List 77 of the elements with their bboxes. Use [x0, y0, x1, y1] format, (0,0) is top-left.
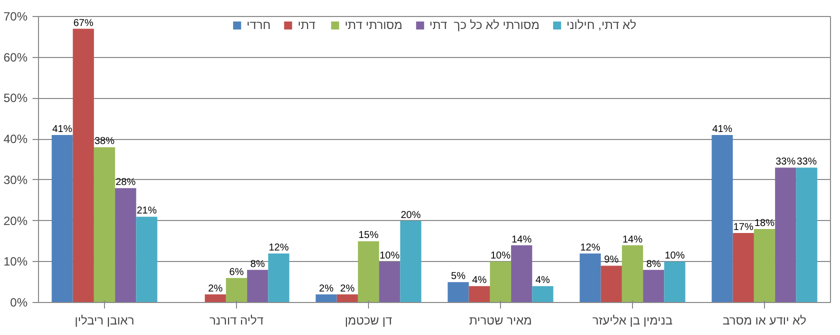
bar [664, 262, 686, 302]
data-label: 28% [116, 177, 136, 188]
x-tick-label: בנימין בן אליעזר [592, 314, 673, 328]
data-label: 2% [319, 283, 334, 294]
data-label: 21% [136, 206, 157, 217]
bar [379, 262, 400, 302]
y-tick-label: 20% [3, 214, 28, 228]
data-label: 6% [229, 266, 244, 278]
y-tick-label: 60% [3, 50, 28, 64]
data-label: 14% [512, 234, 532, 246]
bar [226, 278, 248, 302]
x-tick-label: דליה דורנר [209, 314, 264, 328]
y-tick-label: 30% [3, 172, 28, 187]
bar [796, 168, 818, 302]
bar [712, 134, 733, 302]
x-tick-label: דן שכטמן [344, 314, 393, 328]
data-label: 67% [73, 18, 94, 29]
bar [754, 228, 776, 302]
data-label: 12% [580, 242, 600, 254]
bar [622, 245, 644, 302]
data-label: 14% [622, 234, 643, 246]
data-label: 8% [646, 258, 661, 270]
data-label: 33% [776, 156, 796, 168]
data-label: 10% [380, 250, 400, 262]
x-tick-label: מאיר שטרית [469, 314, 532, 328]
bar [268, 253, 290, 302]
bar [247, 270, 268, 302]
bar [136, 216, 158, 302]
bar [468, 286, 490, 302]
data-label: 9% [604, 254, 619, 266]
data-label: 8% [250, 258, 265, 270]
bar [336, 294, 358, 302]
data-label: 2% [340, 283, 355, 294]
y-tick-label: 10% [3, 254, 28, 269]
bar [732, 233, 754, 302]
data-label: 4% [536, 275, 550, 286]
bar [204, 294, 226, 302]
y-tick-label: 0% [10, 296, 28, 310]
data-label: 5% [451, 271, 466, 282]
bar [775, 168, 796, 302]
bar [600, 266, 622, 302]
data-label: 33% [796, 156, 817, 168]
data-label: 4% [472, 275, 487, 286]
x-tick-label: לא יודע או מסרב [722, 314, 806, 328]
bar [72, 28, 94, 302]
data-label: 41% [52, 124, 72, 135]
y-tick-label: 40% [3, 132, 28, 146]
bar [52, 134, 73, 302]
data-label: 2% [208, 283, 223, 294]
y-tick-label: 70% [3, 10, 28, 24]
legend-label: מסורתי דתי [344, 18, 402, 32]
bar [358, 241, 380, 302]
bar [490, 262, 512, 302]
bar [400, 220, 422, 302]
bar [532, 286, 554, 302]
x-tick-label: ראובן ריבלין [74, 314, 134, 328]
bar [511, 245, 532, 302]
data-label: 20% [400, 210, 421, 221]
data-label: 12% [268, 242, 289, 254]
legend-label: חרדי [246, 18, 271, 32]
bar [580, 253, 601, 302]
legend-label: לא דתי, חילוני [566, 18, 636, 32]
legend-label: דתי [298, 18, 316, 32]
bar [316, 294, 337, 302]
data-label: 38% [94, 136, 115, 148]
bar [448, 282, 469, 302]
data-label: 15% [358, 230, 379, 242]
data-label: 17% [733, 222, 754, 234]
bar [643, 270, 664, 302]
bar [94, 147, 116, 302]
data-label: 10% [490, 250, 511, 262]
data-label: 18% [754, 218, 775, 229]
y-tick-label: 50% [3, 91, 28, 106]
legend-label: מסורתי לא כל כך דתי [429, 18, 540, 32]
bar [115, 188, 136, 302]
data-label: 10% [664, 250, 685, 262]
data-label: 41% [712, 124, 732, 135]
